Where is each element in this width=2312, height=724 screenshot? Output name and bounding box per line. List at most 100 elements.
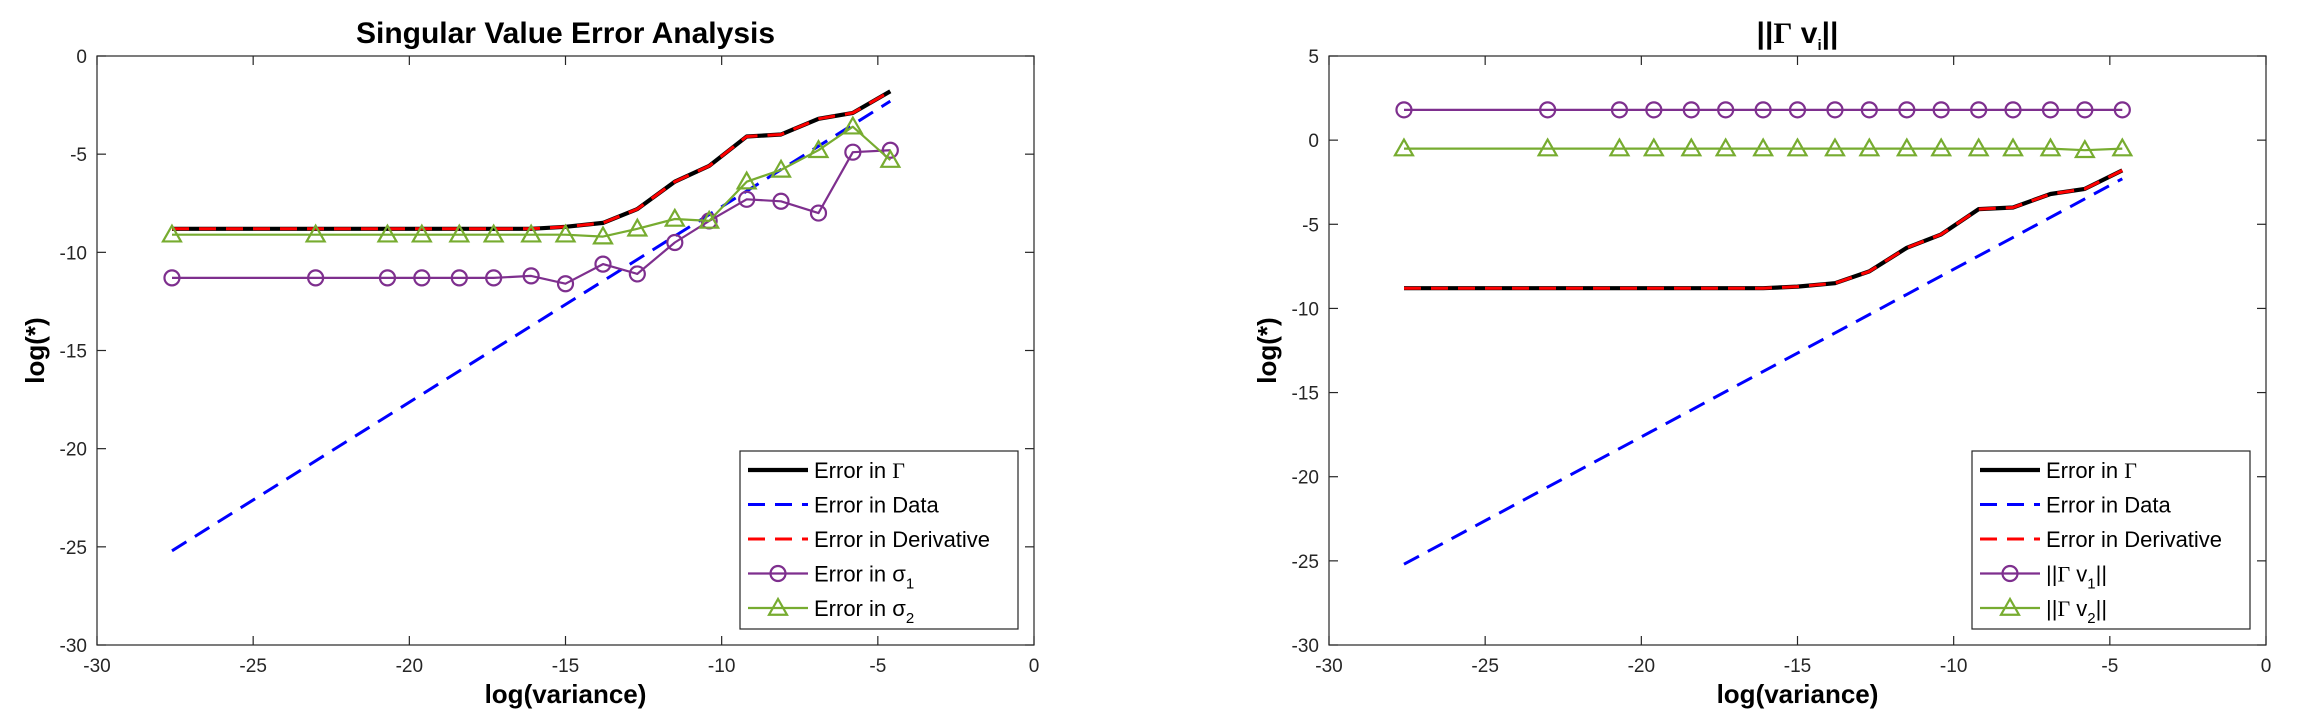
data-point (2004, 101, 2022, 119)
x-tick-label: -10 (708, 656, 735, 677)
data-point (1645, 101, 1663, 119)
data-point (2111, 137, 2134, 157)
data-point (738, 190, 756, 208)
data-point (1752, 137, 1775, 157)
y-tick-label: 0 (76, 47, 87, 68)
x-tick-label: -30 (83, 656, 110, 677)
data-point (413, 269, 431, 287)
y-tick-label: -25 (60, 538, 87, 559)
legend-label: Error in Data (2046, 493, 2171, 518)
data-point (1970, 101, 1988, 119)
data-point (448, 223, 471, 243)
x-tick-label: -10 (1940, 656, 1967, 677)
data-point (1932, 101, 1950, 119)
x-tick-label: -20 (396, 656, 423, 677)
data-point (1610, 101, 1629, 119)
legend-label: ||Γ v1|| (2046, 562, 2107, 593)
data-point (304, 223, 327, 243)
data-point (807, 139, 830, 159)
data-point (879, 148, 902, 168)
data-point (163, 269, 181, 287)
data-point (2113, 101, 2131, 119)
y-axis-label: log(*) (1252, 317, 1282, 383)
y-tick-label: -5 (1302, 215, 1319, 236)
data-point (666, 233, 684, 252)
data-point (663, 207, 686, 227)
data-point (1717, 101, 1735, 119)
data-point (307, 269, 325, 287)
series-line (172, 149, 891, 285)
data-point (1393, 137, 1415, 157)
data-point (1682, 101, 1700, 119)
data-point (482, 223, 505, 243)
data-point (1858, 137, 1881, 157)
data-point (881, 141, 899, 159)
data-point (376, 223, 399, 243)
data-point (1826, 101, 1844, 119)
data-point (1860, 101, 1878, 119)
series-3 (172, 90, 892, 231)
legend-label: Error in Γ (2046, 458, 2137, 483)
chart-title: ||Γ vi|| (1757, 17, 1839, 54)
data-point (410, 223, 433, 243)
legend-label: Error in Γ (814, 458, 905, 483)
x-tick-label: -20 (1628, 656, 1655, 677)
series-4 (1395, 101, 2131, 119)
legend-label: Error in σ2 (814, 596, 914, 627)
data-point (1967, 137, 1990, 157)
legend-label: ||Γ v2|| (2046, 596, 2107, 627)
data-point (1680, 137, 1703, 157)
legend-label: Error in Derivative (814, 527, 990, 552)
data-point (844, 143, 862, 161)
data-point (1930, 137, 1953, 157)
data-point (809, 204, 828, 222)
legend-marker (767, 596, 789, 616)
legend-marker (2001, 564, 2019, 583)
x-tick-label: 0 (2261, 656, 2272, 677)
series-2 (171, 99, 892, 553)
data-point (1754, 101, 1772, 119)
series-5 (1393, 137, 2134, 159)
series-line (1404, 147, 2123, 152)
data-point (450, 269, 468, 287)
data-point (626, 217, 649, 237)
data-point (554, 223, 577, 243)
x-tick-label: -25 (239, 656, 266, 677)
data-point (628, 265, 646, 283)
x-tick-label: -30 (1315, 656, 1342, 677)
chart-title: Singular Value Error Analysis (356, 17, 775, 50)
y-axis-label: log(*) (20, 317, 50, 383)
data-point (485, 269, 503, 287)
y-tick-label: -15 (1292, 384, 1319, 405)
series-line (172, 90, 892, 231)
data-point (1714, 137, 1737, 157)
data-point (841, 115, 864, 135)
x-tick-label: -15 (1784, 656, 1811, 677)
y-tick-label: -5 (70, 145, 87, 166)
data-point (1824, 137, 1846, 157)
data-point (520, 223, 543, 243)
data-point (2039, 137, 2062, 157)
data-point (1642, 137, 1665, 157)
data-point (2002, 137, 2024, 157)
data-point (1895, 137, 1918, 157)
data-point (772, 192, 790, 210)
y-tick-label: -25 (1292, 552, 1319, 573)
x-axis-label: log(variance) (1717, 679, 1879, 709)
y-tick-label: -10 (1292, 299, 1319, 320)
data-point (594, 255, 612, 273)
x-tick-label: -5 (2101, 656, 2118, 677)
data-point (1536, 137, 1559, 157)
series-5 (161, 115, 902, 245)
x-tick-label: -15 (552, 656, 579, 677)
chart-2: -30 -25 -20 -15 -10 -5 0 -30 -25 -20 -15 -10 -5 0 5 log… (1252, 17, 2271, 709)
data-point (698, 209, 721, 229)
series-line (1403, 177, 2124, 566)
y-tick-label: -20 (1292, 468, 1319, 489)
x-tick-label: -5 (869, 656, 886, 677)
x-tick-label: -25 (1471, 656, 1498, 677)
data-point (556, 275, 575, 293)
data-point (2041, 101, 2060, 119)
x-tick-label: 0 (1029, 656, 1040, 677)
legend-label: Error in Derivative (2046, 527, 2222, 552)
